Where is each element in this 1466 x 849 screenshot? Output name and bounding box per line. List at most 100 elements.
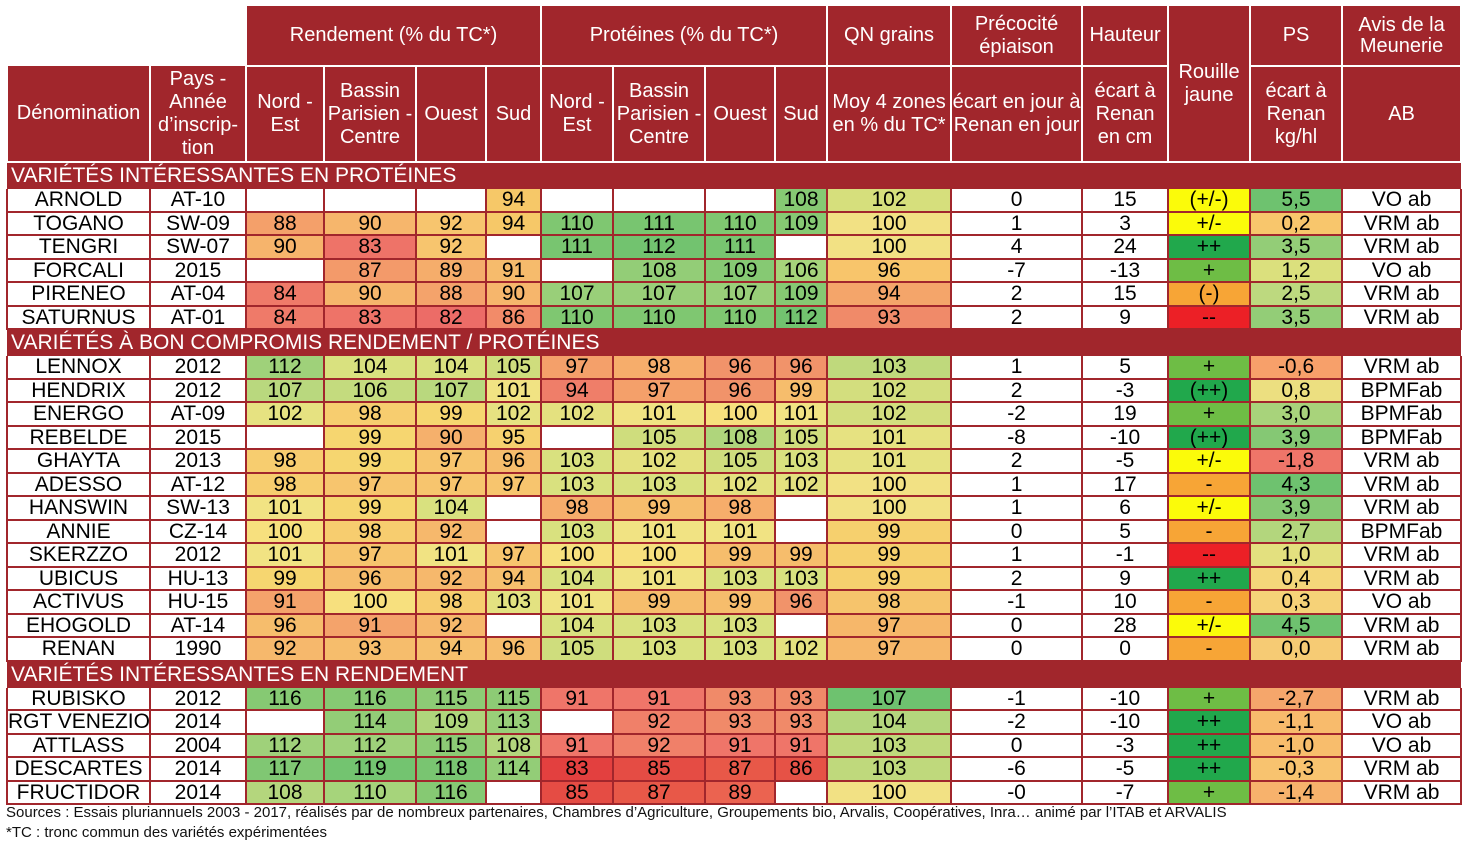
- table-cell: 102: [246, 402, 325, 427]
- table-cell: [613, 189, 706, 213]
- table-cell: 104: [827, 710, 953, 735]
- table-cell: 97: [324, 472, 417, 497]
- table-row: RUBISKO 2012 116 116 115 115 91 91 93 93 107 -1 -10 +…: [6, 687, 1463, 711]
- table-cell: 0: [951, 613, 1084, 638]
- table-cell: ++: [1168, 235, 1252, 260]
- table-cell: 83: [324, 235, 417, 260]
- table-cell: 91: [324, 613, 417, 638]
- table-cell: 93: [705, 687, 776, 711]
- table-cell: [541, 189, 614, 213]
- table-cell: 114: [324, 710, 417, 735]
- table-cell: FRUCTIDOR: [6, 780, 151, 805]
- table-cell: 5,5: [1250, 189, 1344, 213]
- table-cell: AT-01: [150, 305, 247, 330]
- tc-footnote: *TC : tronc commun des variétés expérime…: [6, 824, 327, 841]
- table-cell: ATTLASS: [6, 733, 151, 758]
- table-cell: 98: [416, 590, 487, 615]
- table-cell: (+/-): [1168, 189, 1252, 213]
- table-cell: 93: [705, 710, 776, 735]
- table-cell: [541, 425, 614, 450]
- table-cell: 0,0: [1250, 637, 1344, 662]
- col-pays: Pays - Année d’inscrip-tion: [149, 66, 247, 162]
- table-cell: 89: [705, 780, 776, 805]
- table-cell: 2: [951, 378, 1084, 403]
- table-cell: -1,4: [1250, 780, 1344, 805]
- table-cell: 93: [827, 305, 953, 330]
- table-cell: PIRENEO: [6, 282, 151, 307]
- table-cell: 103: [827, 757, 953, 782]
- table-row: ANNIE CZ-14 100 98 92 103 101 101 99 0 5-2,7 BPMFab: [6, 519, 1463, 544]
- table-cell: [486, 613, 542, 638]
- table-cell: 108: [486, 733, 542, 758]
- table-cell: 91: [246, 590, 325, 615]
- table-cell: 2: [951, 449, 1084, 474]
- table-cell: VRM ab: [1342, 613, 1463, 638]
- table-cell: 115: [416, 687, 487, 711]
- table-cell: 99: [324, 449, 417, 474]
- table-cell: 99: [827, 566, 953, 591]
- table-cell: FORCALI: [6, 258, 151, 283]
- table-cell: VO ab: [1342, 733, 1463, 758]
- table-cell: [775, 496, 829, 521]
- table-row: TOGANO SW-09 88 90 92 94 110 111 110 109 100 1 3 +/- 0…: [6, 211, 1463, 236]
- table-cell: 92: [416, 613, 487, 638]
- table-cell: BPMFab: [1342, 402, 1463, 427]
- table-cell: 99: [416, 402, 487, 427]
- table-cell: 92: [613, 710, 706, 735]
- table-row: ATTLASS 2004 112 112 115 108 91 92 91 91 103 0 -3 ++ -…: [6, 733, 1463, 758]
- section-header: VARIÉTÉS INTÉRESSANTES EN RENDEMENT: [7, 659, 1462, 688]
- table-cell: 105: [775, 425, 829, 450]
- table-cell: 97: [486, 472, 542, 497]
- table-cell: 89: [416, 258, 487, 283]
- table-cell: 103: [775, 449, 829, 474]
- table-row: ARNOLD AT-10 94 108 102 0 15 (+/-) 5,5 VO ab: [6, 189, 1463, 213]
- table-cell: 6: [1082, 496, 1170, 521]
- table-cell: 15: [1082, 189, 1170, 213]
- table-cell: 105: [541, 637, 614, 662]
- table-cell: 107: [416, 378, 487, 403]
- table-cell: 1,2: [1250, 258, 1344, 283]
- table-cell: 103: [775, 566, 829, 591]
- table-cell: [246, 258, 325, 283]
- table-cell: AT-14: [150, 613, 247, 638]
- table-cell: 19: [1082, 402, 1170, 427]
- table-cell: 97: [827, 613, 953, 638]
- section-title: VARIÉTÉS INTÉRESSANTES EN RENDEMENT: [7, 659, 1462, 688]
- table-cell: ++: [1168, 710, 1252, 735]
- table-cell: 102: [486, 402, 542, 427]
- table-cell: 1: [951, 211, 1084, 236]
- table-cell: 100: [613, 543, 706, 568]
- table-cell: 107: [827, 687, 953, 711]
- table-cell: 103: [486, 590, 542, 615]
- header-ps: PS: [1249, 6, 1344, 67]
- table-cell: 101: [541, 590, 614, 615]
- table-cell: -6: [951, 757, 1084, 782]
- table-cell: [775, 780, 829, 805]
- table-cell: [541, 710, 614, 735]
- table-cell: -7: [1082, 780, 1170, 805]
- table-cell: VRM ab: [1342, 687, 1463, 711]
- table-cell: 0,8: [1250, 378, 1344, 403]
- table-cell: 99: [705, 543, 776, 568]
- table-cell: +/-: [1168, 211, 1252, 236]
- table-cell: 2012: [150, 687, 247, 711]
- table-cell: 94: [827, 282, 953, 307]
- table-cell: 91: [541, 687, 614, 711]
- col-denomination: Dénomination: [6, 66, 151, 162]
- table-row: RENAN 1990 92 93 94 96 105 103 103 102 97 0 0-0,0 VRM…: [6, 637, 1463, 662]
- table-cell: -10: [1082, 710, 1170, 735]
- table-cell: 98: [705, 496, 776, 521]
- table-body: VARIÉTÉS INTÉRESSANTES EN PROTÉINES ARNOL…: [6, 161, 1463, 805]
- table-cell: [775, 613, 829, 638]
- table-cell: -1: [951, 687, 1084, 711]
- table-cell: 108: [613, 258, 706, 283]
- table-cell: ARNOLD: [6, 189, 151, 213]
- table-cell: [705, 189, 776, 213]
- table-cell: 111: [705, 235, 776, 260]
- table-cell: +: [1168, 687, 1252, 711]
- table-cell: 84: [246, 305, 325, 330]
- table-cell: 91: [613, 687, 706, 711]
- table-cell: 91: [775, 733, 829, 758]
- table-cell: 1: [951, 543, 1084, 568]
- table-cell: 105: [486, 356, 542, 380]
